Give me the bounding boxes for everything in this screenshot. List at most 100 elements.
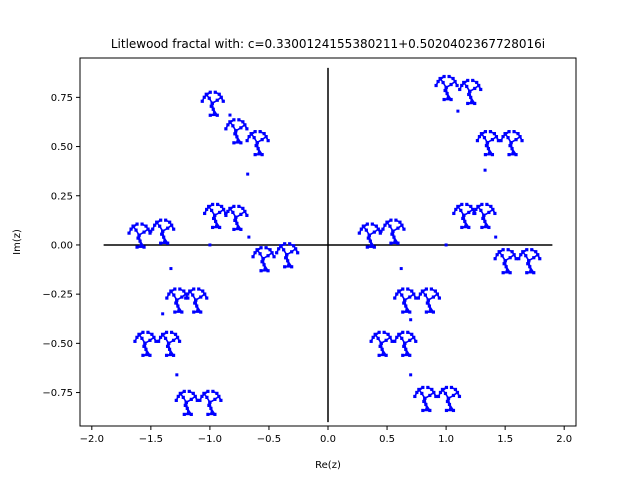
fractal-link [143, 345, 151, 356]
y-axis-label: Im(z) [12, 229, 23, 255]
fractal-link [383, 331, 389, 336]
fractal-link [208, 404, 216, 415]
fractal-link [171, 331, 176, 336]
fractal-cluster [458, 78, 483, 106]
fractal-point [263, 268, 267, 272]
fractal-point [525, 248, 529, 252]
fractal-link [452, 78, 458, 86]
fractal-link [490, 206, 496, 214]
fractal-link [453, 209, 457, 214]
fractal-point [186, 296, 190, 300]
origin-axis-lines [103, 67, 553, 423]
fractal-point [253, 251, 257, 255]
fractal-cluster [472, 202, 497, 230]
fractal-point [520, 139, 524, 143]
fractal-link [151, 224, 156, 230]
fractal-link [292, 245, 299, 254]
fractal-link [517, 133, 523, 142]
fractal-link [509, 145, 517, 156]
fractal-link [503, 263, 511, 274]
fractal-link [203, 91, 211, 98]
fractal-link [482, 217, 490, 228]
fractal-point [141, 330, 145, 334]
fractal-link [431, 288, 436, 292]
fractal-point [507, 130, 511, 134]
fractal-cluster [133, 330, 158, 357]
fractal-point [177, 339, 182, 343]
fractal-link [403, 345, 411, 356]
fractal-point [460, 202, 464, 207]
fractal-link [134, 336, 138, 342]
fractal-link [206, 203, 214, 211]
fractal-point [135, 245, 139, 249]
fractal-link [535, 251, 541, 260]
fractal-link [461, 79, 469, 87]
fractal-cluster [251, 246, 276, 273]
fractal-point [246, 172, 250, 176]
fractal-point [290, 265, 294, 269]
fractal-point [483, 168, 487, 172]
fractal-link [411, 333, 417, 342]
fractal-link [179, 288, 185, 292]
fractal-point [409, 318, 413, 322]
fractal-point [496, 139, 501, 143]
fractal-cluster [413, 385, 438, 413]
fractal-link [187, 288, 195, 295]
fractal-point [409, 373, 413, 377]
fractal-link [128, 228, 132, 234]
fractal-link [147, 331, 153, 336]
x-axis-ticks: −2.0 −1.5 −1.0 −0.5 0.0 0.5 1.0 1.5 2.0 [80, 426, 572, 445]
fractal-point [131, 224, 135, 228]
fractal-point [283, 242, 287, 246]
fractal-point [490, 153, 495, 157]
fractal-cluster [357, 222, 382, 249]
fractal-point [178, 391, 182, 395]
fractal-points [127, 74, 542, 416]
fractal-link [199, 396, 203, 401]
fractal-cluster [184, 287, 209, 314]
fractal-link [496, 249, 504, 256]
fractal-link [427, 386, 433, 391]
fractal-link [165, 219, 171, 223]
fractal-link [407, 288, 413, 292]
fractal-link [431, 389, 437, 397]
fractal-link [168, 221, 175, 230]
fractal-link [216, 392, 222, 401]
fractal-point [177, 309, 181, 313]
fractal-link [177, 390, 185, 397]
fractal-link [458, 85, 463, 90]
fractal-cluster [224, 204, 249, 232]
fractal-point [154, 339, 158, 343]
fractal-cluster [499, 130, 524, 157]
fractal-link [437, 392, 442, 397]
fractal-link [203, 209, 208, 214]
fractal-link [166, 345, 175, 356]
fractal-link [494, 254, 498, 260]
fractal-link [217, 203, 222, 208]
fractal-link [387, 333, 393, 342]
fractal-link [261, 261, 269, 272]
fractal-link [475, 203, 483, 211]
fractal-link [417, 293, 422, 299]
fractal-point [464, 224, 468, 229]
y-tick-label: 0.00 [51, 240, 73, 251]
fractal-point [456, 109, 460, 113]
fractal-link [214, 91, 220, 95]
x-tick-label: 0.0 [320, 434, 336, 445]
fractal-point [182, 412, 186, 416]
fractal-link [394, 293, 398, 299]
fractal-link [414, 392, 418, 397]
fractal-link [210, 105, 218, 116]
fractal-link [255, 145, 263, 156]
fractal-link [154, 219, 162, 226]
fractal-point [203, 211, 207, 216]
fractal-point [168, 352, 173, 356]
fractal-point [149, 229, 153, 233]
fractal-link [493, 133, 500, 142]
fractal-link [473, 209, 477, 214]
fractal-link [372, 331, 380, 338]
fractal-point [247, 235, 251, 239]
fractal-link [227, 205, 235, 213]
fractal-point [494, 235, 498, 239]
fractal-point [472, 211, 476, 216]
